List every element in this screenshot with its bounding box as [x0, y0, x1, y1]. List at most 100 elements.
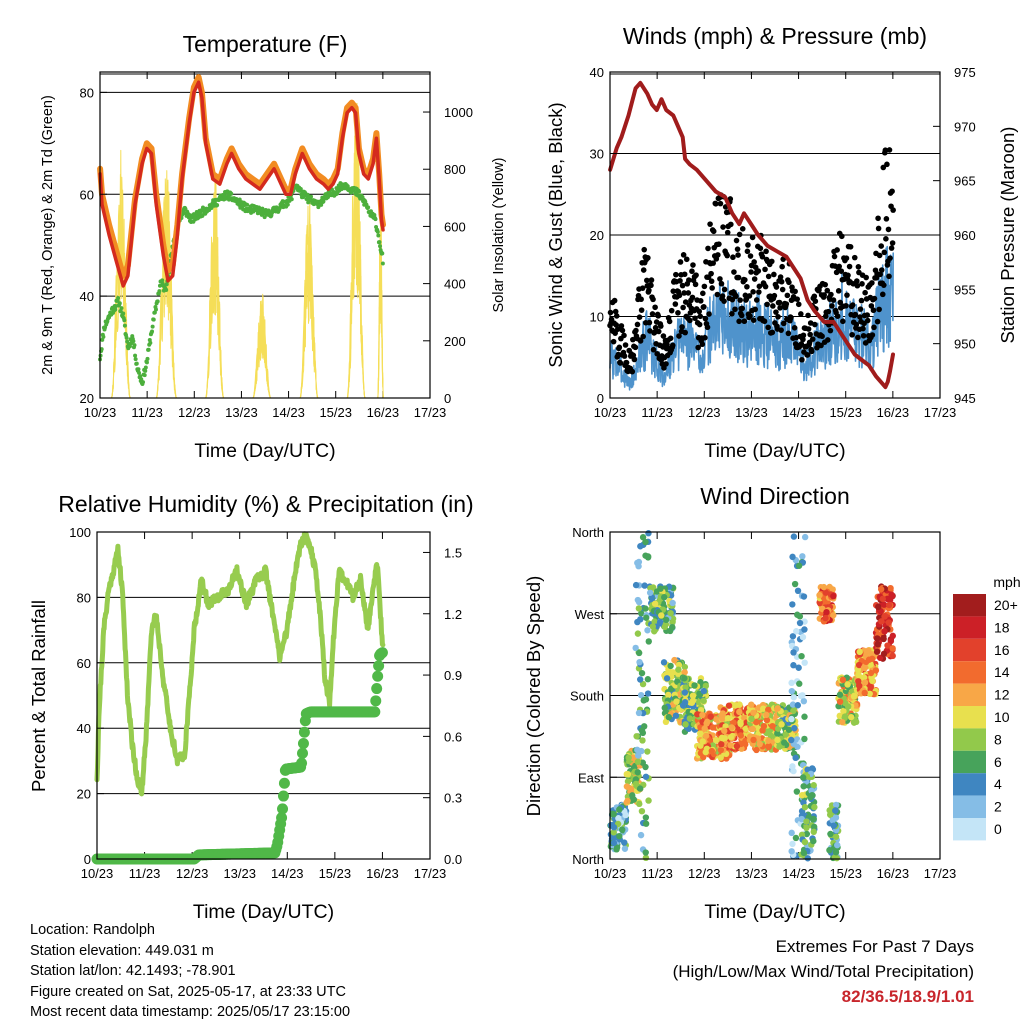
- gust-point: [695, 344, 701, 351]
- y2-tick-label: 200: [444, 334, 466, 349]
- wind-direction-point: [774, 736, 781, 744]
- wind-direction-point: [640, 697, 647, 704]
- rainfall-point: [276, 812, 288, 824]
- wind-direction-point: [796, 619, 804, 627]
- wind-direction-point: [621, 839, 628, 846]
- wind-direction-point: [759, 705, 767, 712]
- wind-direction-point: [665, 691, 672, 699]
- wind-direction-point: [675, 666, 682, 673]
- colorbar-title: mph: [993, 574, 1020, 590]
- panel-title: Winds (mph) & Pressure (mb): [623, 23, 927, 49]
- wind-direction-point: [855, 678, 862, 685]
- gust-point: [837, 299, 844, 306]
- wind-direction-point: [884, 595, 891, 603]
- wind-direction-point: [702, 732, 710, 739]
- gust-point: [752, 306, 758, 313]
- gust-point: [618, 323, 625, 329]
- wind-direction-point: [874, 635, 881, 642]
- wind-direction-point: [616, 806, 623, 813]
- gust-point: [756, 289, 762, 295]
- gust-point: [765, 273, 772, 280]
- y2-tick-label: 975: [954, 65, 976, 80]
- wind-direction-point: [788, 736, 795, 744]
- gust-point: [864, 312, 871, 318]
- gust-point: [890, 207, 896, 213]
- gust-point: [655, 313, 662, 319]
- dewpoint-point: [134, 361, 139, 366]
- gust-point: [762, 266, 768, 273]
- dewpoint-point: [380, 251, 385, 256]
- gust-point: [677, 277, 683, 284]
- gust-point: [697, 313, 704, 320]
- wind-direction-point: [810, 782, 817, 789]
- gust-point: [827, 327, 834, 334]
- gust-point: [704, 324, 711, 331]
- gust-point: [724, 229, 731, 236]
- gust-point: [640, 333, 646, 340]
- latlon-text: Station lat/lon: 42.1493; -78.901: [30, 963, 236, 979]
- dewpoint-point: [133, 353, 138, 358]
- x-tick-label: 15/23: [829, 405, 862, 420]
- gust-point: [699, 341, 706, 348]
- gust-point: [786, 279, 792, 286]
- gust-point: [696, 321, 703, 328]
- wind-direction-point: [791, 580, 799, 588]
- wind-direction-point: [832, 801, 840, 809]
- gust-point: [622, 342, 629, 348]
- x-tick-label: 17/23: [414, 866, 447, 881]
- gust-point: [696, 308, 702, 315]
- wind-direction-point: [867, 669, 875, 677]
- plot-frame: [99, 71, 431, 399]
- wind-direction-point: [629, 792, 636, 799]
- x-tick-label: 12/23: [176, 866, 209, 881]
- dewpoint-point: [145, 356, 150, 361]
- gust-point: [883, 216, 890, 222]
- dewpoint-point: [146, 347, 151, 352]
- gust-point: [648, 277, 655, 283]
- gust-point: [859, 281, 865, 287]
- x-tick-label: 14/23: [782, 405, 815, 420]
- gust-point: [621, 332, 627, 339]
- created-text: Figure created on Sat, 2025-05-17, at 23…: [30, 983, 346, 1000]
- dewpoint-point: [298, 186, 303, 191]
- wind-direction-point: [804, 855, 811, 862]
- gust-point: [779, 286, 786, 293]
- colorbar-swatch: [953, 728, 986, 751]
- wind-direction-point: [832, 807, 839, 814]
- y2-tick-label: 0.6: [444, 729, 462, 744]
- gust-point: [717, 200, 724, 207]
- wind-direction-point: [789, 633, 797, 640]
- gust-point: [724, 252, 730, 259]
- rainfall-point: [369, 706, 381, 718]
- x-tick-label: 14/23: [782, 866, 815, 881]
- y-tick-label: 20: [590, 228, 604, 243]
- gust-point: [731, 269, 737, 275]
- wind-direction-point: [689, 692, 697, 699]
- x-tick-label: 17/23: [924, 405, 957, 420]
- gust-point: [835, 288, 842, 294]
- x-tick-label: 16/23: [877, 405, 910, 420]
- gust-point: [687, 317, 693, 324]
- wind-direction-point: [794, 702, 801, 709]
- wind-direction-point: [675, 661, 683, 669]
- gust-point: [660, 333, 667, 339]
- dewpoint-point: [215, 203, 220, 208]
- wind-direction-point: [725, 702, 733, 709]
- gust-point: [821, 292, 827, 298]
- dewpoint-point: [366, 205, 371, 210]
- wind-direction-point: [841, 713, 849, 720]
- wind-direction-point: [624, 770, 632, 778]
- gust-point: [648, 282, 654, 289]
- wind-direction-point: [827, 830, 834, 838]
- gust-point: [844, 292, 850, 298]
- x-tick-label: 14/23: [271, 866, 304, 881]
- gust-point: [761, 318, 768, 325]
- gust-point: [697, 298, 704, 304]
- y-tick-label: 100: [69, 525, 91, 540]
- wind-direction-point: [700, 753, 707, 761]
- gust-point: [717, 276, 723, 282]
- gust-point: [612, 308, 619, 315]
- wind-direction-point: [889, 645, 896, 652]
- gust-point: [690, 262, 696, 268]
